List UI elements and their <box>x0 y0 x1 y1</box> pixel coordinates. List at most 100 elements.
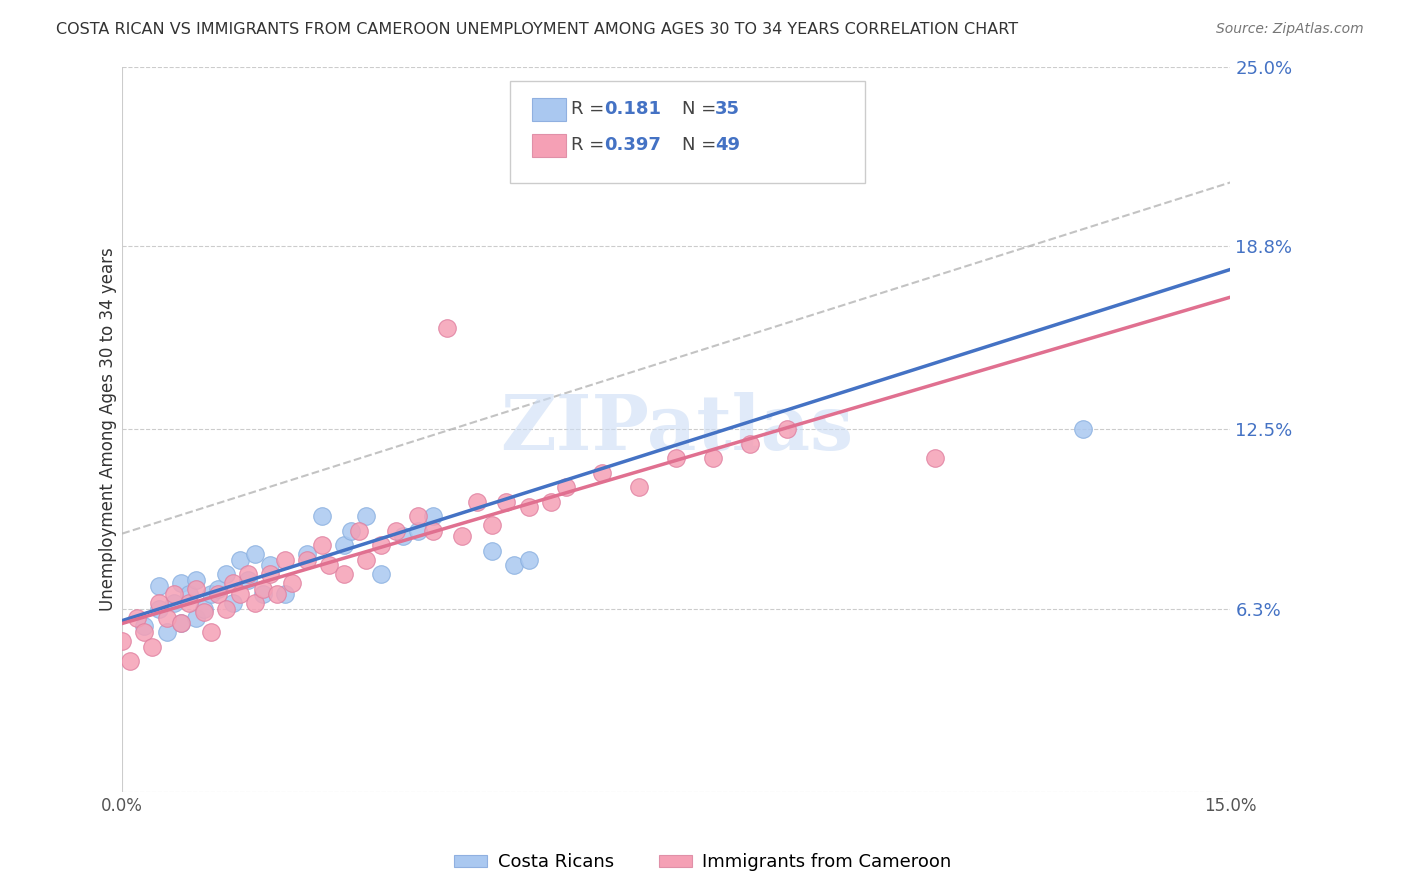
Text: N =: N = <box>682 136 721 154</box>
Point <box>702 451 724 466</box>
Point <box>215 567 238 582</box>
Point <box>451 529 474 543</box>
Point <box>281 575 304 590</box>
Point <box>354 552 377 566</box>
Point <box>340 524 363 538</box>
Point <box>170 575 193 590</box>
Point <box>740 436 762 450</box>
Point <box>222 596 245 610</box>
Point <box>665 451 688 466</box>
Point <box>177 587 200 601</box>
Point <box>370 567 392 582</box>
Point <box>170 616 193 631</box>
Point <box>392 529 415 543</box>
Point <box>481 544 503 558</box>
Point <box>776 422 799 436</box>
Point <box>517 500 540 515</box>
Point <box>274 552 297 566</box>
Point <box>406 524 429 538</box>
Point <box>495 494 517 508</box>
Point <box>245 547 267 561</box>
Point <box>295 552 318 566</box>
Text: 35: 35 <box>716 100 740 118</box>
Point <box>245 596 267 610</box>
Point <box>592 466 614 480</box>
Point <box>318 558 340 573</box>
Point <box>148 602 170 616</box>
Point <box>295 547 318 561</box>
Point <box>628 480 651 494</box>
Point <box>177 596 200 610</box>
Point <box>311 509 333 524</box>
Point <box>924 451 946 466</box>
Point <box>333 567 356 582</box>
Point <box>118 654 141 668</box>
Point <box>236 573 259 587</box>
Point <box>155 625 177 640</box>
Point <box>465 494 488 508</box>
Text: R =: R = <box>571 136 610 154</box>
Point <box>200 587 222 601</box>
Point <box>406 509 429 524</box>
Text: 0.181: 0.181 <box>605 100 661 118</box>
Point <box>148 596 170 610</box>
Text: N =: N = <box>682 100 721 118</box>
FancyBboxPatch shape <box>510 81 865 183</box>
Point <box>252 582 274 596</box>
Point <box>207 587 229 601</box>
Point <box>170 616 193 631</box>
Point <box>236 567 259 582</box>
Point <box>422 524 444 538</box>
Point <box>184 582 207 596</box>
Point <box>163 587 186 601</box>
Point <box>163 596 186 610</box>
Point <box>134 625 156 640</box>
Point <box>436 320 458 334</box>
Point <box>311 538 333 552</box>
Point <box>259 567 281 582</box>
Point <box>193 602 215 616</box>
Point <box>776 146 799 161</box>
Point <box>370 538 392 552</box>
Point <box>274 587 297 601</box>
Text: 0.397: 0.397 <box>605 136 661 154</box>
Point <box>134 619 156 633</box>
Text: COSTA RICAN VS IMMIGRANTS FROM CAMEROON UNEMPLOYMENT AMONG AGES 30 TO 34 YEARS C: COSTA RICAN VS IMMIGRANTS FROM CAMEROON … <box>56 22 1018 37</box>
Point <box>193 605 215 619</box>
Legend: Costa Ricans, Immigrants from Cameroon: Costa Ricans, Immigrants from Cameroon <box>447 847 959 879</box>
Point <box>347 524 370 538</box>
Point <box>259 558 281 573</box>
Point <box>229 587 252 601</box>
Point <box>554 480 576 494</box>
Point <box>354 509 377 524</box>
Point <box>229 552 252 566</box>
Point <box>125 610 148 624</box>
Point <box>540 494 562 508</box>
Text: 49: 49 <box>716 136 740 154</box>
Point <box>215 602 238 616</box>
Point <box>422 509 444 524</box>
Point <box>481 517 503 532</box>
Point <box>1071 422 1094 436</box>
Text: Source: ZipAtlas.com: Source: ZipAtlas.com <box>1216 22 1364 37</box>
Point <box>222 575 245 590</box>
Point <box>148 579 170 593</box>
Point <box>200 625 222 640</box>
FancyBboxPatch shape <box>533 98 565 121</box>
Point <box>502 558 524 573</box>
Point <box>141 640 163 654</box>
Point <box>333 538 356 552</box>
Point <box>207 582 229 596</box>
Point <box>266 587 288 601</box>
Text: R =: R = <box>571 100 610 118</box>
Point <box>184 610 207 624</box>
Point <box>384 524 406 538</box>
Point <box>517 552 540 566</box>
FancyBboxPatch shape <box>533 134 565 157</box>
Point <box>252 587 274 601</box>
Point <box>111 633 134 648</box>
Text: ZIPatlas: ZIPatlas <box>499 392 853 467</box>
Y-axis label: Unemployment Among Ages 30 to 34 years: Unemployment Among Ages 30 to 34 years <box>100 247 117 611</box>
Point <box>155 610 177 624</box>
Point <box>184 573 207 587</box>
